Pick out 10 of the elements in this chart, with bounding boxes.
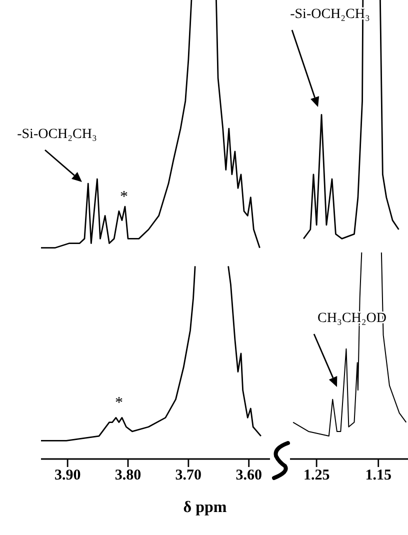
x-tick-label: 1.15: [365, 468, 392, 484]
x-tick-label: 1.25: [303, 468, 330, 484]
x-axis-title: δ ppm: [183, 499, 228, 516]
annotation: *: [115, 394, 123, 412]
x-tick-label: 3.80: [114, 468, 142, 484]
annotation: *: [120, 188, 128, 206]
x-tick-label: 3.70: [175, 468, 202, 484]
x-tick-label: 3.60: [236, 468, 262, 484]
x-tick-label: 3.90: [54, 468, 81, 484]
annotation: -Si-OCH₂CH₃: [17, 127, 97, 142]
